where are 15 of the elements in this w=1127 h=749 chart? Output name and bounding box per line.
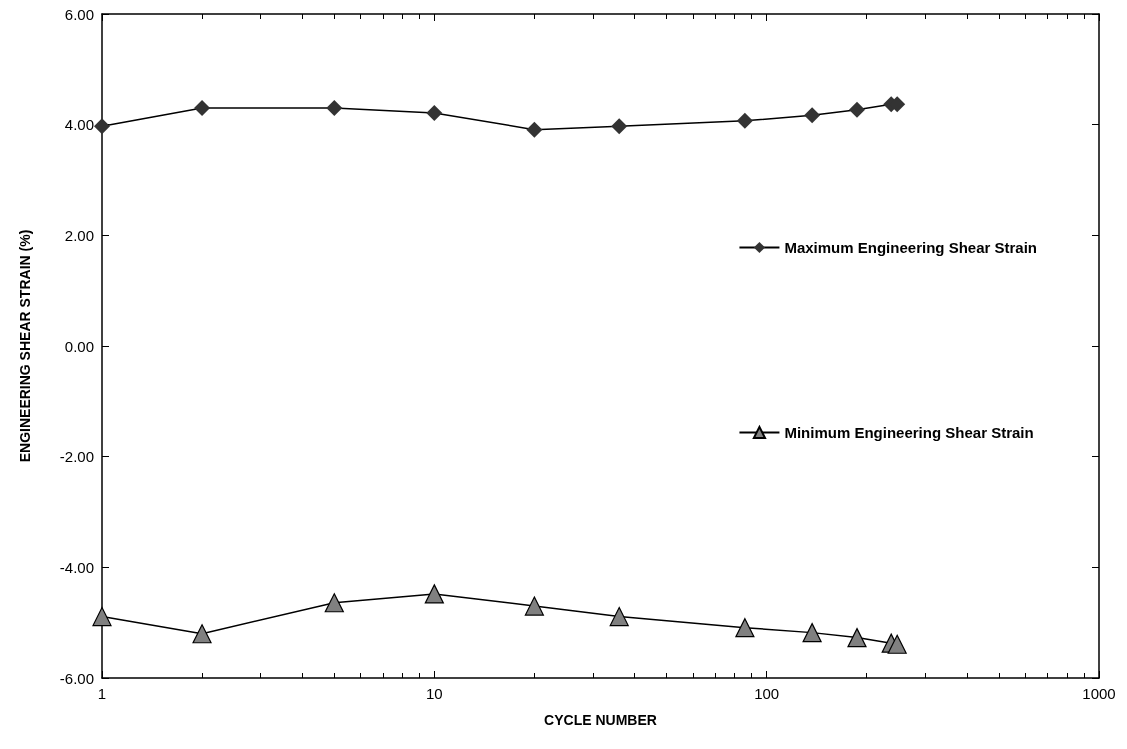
y-tick-label: 2.00 bbox=[64, 226, 94, 244]
x-axis-title: CYCLE NUMBER bbox=[544, 712, 657, 728]
y-tick-label: -2.00 bbox=[59, 448, 94, 466]
x-tick-label: 10 bbox=[425, 685, 443, 702]
x-tick-label: 1000 bbox=[1082, 685, 1116, 702]
legend-label: Maximum Engineering Shear Strain bbox=[784, 239, 1037, 256]
y-tick-label: 4.00 bbox=[64, 116, 94, 134]
y-axis-title: ENGINEERING SHEAR STRAIN (%) bbox=[17, 229, 33, 463]
y-tick-label: -6.00 bbox=[59, 669, 94, 687]
legend-label: Minimum Engineering Shear Strain bbox=[784, 424, 1034, 441]
x-tick-label: 1 bbox=[97, 685, 107, 702]
y-tick-label: -4.00 bbox=[59, 558, 94, 576]
y-tick-label: 6.00 bbox=[64, 5, 94, 23]
y-tick-label: 0.00 bbox=[64, 337, 94, 355]
x-tick-label: 100 bbox=[754, 685, 780, 702]
